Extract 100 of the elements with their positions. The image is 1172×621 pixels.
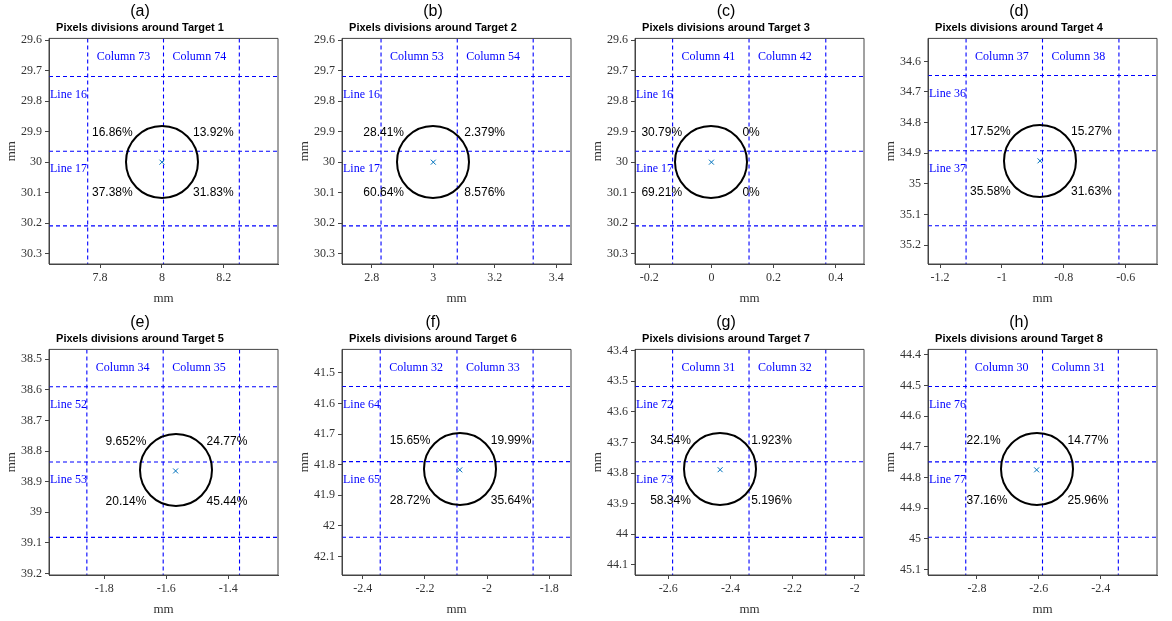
annotation: 28.41%: [363, 125, 405, 140]
annotation: 22.1%: [966, 432, 1001, 447]
ref-line-label: Column 32: [389, 359, 443, 374]
chart-title: (a): [130, 2, 150, 20]
annotation: 60.64%: [363, 185, 405, 200]
y-tick-label: 30.3: [607, 245, 628, 260]
y-tick-label: 41.5: [314, 364, 335, 379]
y-tick-label: 41.7: [314, 425, 335, 440]
ref-line-label: Line 76: [929, 396, 966, 411]
x-tick-label: -1.8: [539, 580, 559, 595]
x-axis-title: mm: [153, 600, 174, 616]
y-tick-label: 38.5: [21, 350, 42, 365]
y-tick-label: 45: [909, 530, 921, 545]
y-tick-label: 34.6: [900, 53, 921, 68]
x-tick-label: -1.4: [218, 580, 238, 595]
chart-title: (e): [130, 312, 150, 330]
y-tick-label: 38.9: [21, 473, 42, 488]
y-tick-label: 30: [30, 154, 42, 169]
y-tick-label: 44.6: [900, 407, 921, 422]
ref-line-label: Line 36: [929, 85, 966, 100]
x-tick-label: -1.8: [94, 580, 114, 595]
ref-line-label: Column 35: [172, 359, 226, 374]
annotation: 31.83%: [192, 185, 234, 200]
annotation: 25.96%: [1067, 492, 1109, 507]
y-tick-label: 29.9: [21, 123, 42, 138]
y-tick-label: 34.7: [900, 84, 921, 99]
annotation: 69.21%: [641, 185, 683, 200]
annotation: 14.77%: [1067, 432, 1109, 447]
y-tick-label: 29.6: [21, 32, 42, 47]
ref-line-label: Line 77: [929, 471, 966, 486]
y-tick-label: 43.6: [607, 403, 628, 418]
y-tick-label: 29.7: [314, 62, 335, 77]
y-tick-label: 44.8: [900, 469, 921, 484]
y-axis-title: mm: [589, 451, 605, 472]
annotation: 0%: [742, 185, 761, 200]
annotation: 19.99%: [490, 432, 532, 447]
annotation: 24.77%: [206, 433, 248, 448]
chart-subtitle: Pixels divisions around Target 7: [642, 331, 810, 344]
annotation: 15.27%: [1071, 124, 1113, 139]
x-tick-label: -2.2: [783, 580, 803, 595]
ref-line-label: Column 32: [758, 359, 812, 374]
y-axis-title: mm: [589, 141, 605, 162]
y-tick-label: 29.8: [607, 93, 628, 108]
annotation: 20.14%: [105, 493, 147, 508]
x-tick-label: -1.6: [156, 580, 176, 595]
y-tick-label: 34.9: [900, 145, 921, 160]
chart-subtitle: Pixels divisions around Target 2: [349, 20, 517, 33]
x-tick-label: 3.4: [548, 270, 564, 285]
x-axis-title: mm: [1032, 600, 1053, 616]
y-tick-label: 30.2: [314, 215, 335, 230]
y-tick-label: 43.8: [607, 464, 628, 479]
annotation: 35.64%: [490, 492, 532, 507]
chart-subtitle: Pixels divisions around Target 3: [642, 20, 810, 33]
y-tick-label: 29.6: [607, 32, 628, 47]
y-tick-label: 29.7: [21, 62, 42, 77]
annotation: 37.16%: [966, 492, 1008, 507]
y-tick-label: 39.2: [21, 565, 42, 580]
y-tick-label: 29.9: [607, 123, 628, 138]
x-axis-title: mm: [446, 289, 467, 305]
ref-line-label: Column 31: [681, 359, 736, 374]
annotation: 30.79%: [641, 125, 683, 140]
ref-line-label: Line 72: [636, 396, 673, 411]
y-tick-label: 30.2: [607, 215, 628, 230]
x-tick-label: 3: [430, 270, 437, 285]
chart-title: (c): [716, 2, 736, 20]
x-axis-title: mm: [739, 289, 760, 305]
y-tick-label: 44.9: [900, 499, 921, 514]
chart-subtitle: Pixels divisions around Target 6: [349, 331, 517, 344]
annotation: 0%: [742, 125, 761, 140]
ref-line-label: Column 53: [390, 48, 444, 63]
y-axis-title: mm: [296, 141, 312, 162]
ref-line-label: Column 73: [96, 48, 151, 63]
y-tick-label: 30.1: [21, 184, 42, 199]
ref-line-label: Line 16: [636, 86, 673, 101]
y-tick-label: 41.6: [314, 395, 335, 409]
x-tick-label: 0.4: [828, 270, 844, 285]
x-axis-title: mm: [1032, 289, 1053, 305]
y-tick-label: 41.9: [314, 486, 335, 501]
chart-subtitle: Pixels divisions around Target 1: [56, 20, 224, 33]
chart-title: (f): [425, 312, 441, 330]
x-tick-label: 2.8: [364, 270, 380, 285]
ref-line-label: Column 42: [758, 48, 812, 63]
chart-title: (b): [423, 2, 443, 20]
annotation: 13.92%: [192, 125, 234, 140]
y-tick-label: 44: [616, 525, 628, 540]
x-tick-label: -0.8: [1054, 270, 1074, 285]
ref-line-label: Line 73: [636, 471, 673, 486]
x-tick-label: -2: [849, 580, 860, 595]
annotation: 8.576%: [464, 185, 506, 200]
x-tick-label: 3.2: [487, 270, 503, 285]
ref-line-label: Column 38: [1051, 48, 1106, 63]
y-tick-label: 29.9: [314, 123, 335, 138]
annotation: 9.652%: [105, 433, 147, 448]
y-tick-label: 35: [909, 175, 921, 190]
x-tick-label: -2.8: [967, 580, 987, 595]
y-axis-title: mm: [882, 451, 898, 472]
chart-subtitle: Pixels divisions around Target 5: [56, 331, 224, 344]
y-tick-label: 43.4: [607, 342, 628, 357]
x-tick-label: 8: [158, 270, 165, 285]
x-tick-label: -0.6: [1116, 270, 1136, 285]
